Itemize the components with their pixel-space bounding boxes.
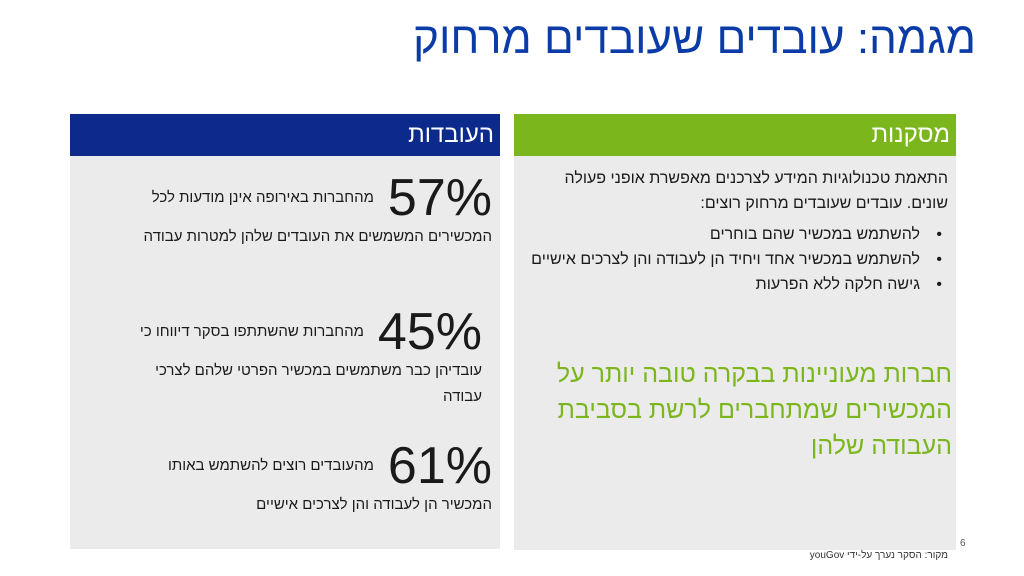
stat-block: 57% מהחברות באירופה אינן מודעות לכל המכשי…: [72, 172, 492, 250]
list-item: • גישה חלקה ללא הפרעות: [500, 272, 942, 297]
list-item: • להשתמש במכשיר שהם בוחרים: [500, 222, 942, 247]
stat-text-rest: המכשיר הן לעבודה והן לצרכים אישיים: [256, 496, 492, 513]
stat-percent: 45%: [377, 303, 482, 361]
conclusions-panel: מסקנות התאמת טכנולוגיות המידע לצרכנים מא…: [514, 114, 956, 550]
conclusions-header: מסקנות: [514, 114, 956, 156]
stat-text-line: מהחברות באירופה אינן מודעות לכל: [151, 189, 374, 206]
bullet-icon: •: [936, 251, 942, 268]
source-note: מקור: הסקר נערך על-ידי youGov: [809, 550, 948, 561]
facts-panel-body: [70, 156, 500, 549]
stat-block: 45% מהחברות שהשתתפו בסקר דיווחו כי עובדיה…: [72, 306, 482, 410]
stat-text-rest: המכשירים המשמשים את העובדים שלהן למטרות …: [143, 228, 492, 245]
list-item: • להשתמש במכשיר אחד ויחיד הן לעבודה והן ל…: [500, 247, 942, 272]
stat-text-line: מהעובדים רוצים להשתמש באותו: [167, 457, 374, 474]
slide-title: מגמה: עובדים שעובדים מרחוק: [413, 14, 976, 63]
stat-block: 61% מהעובדים רוצים להשתמש באותו המכשיר הן…: [72, 440, 492, 518]
bullet-icon: •: [936, 226, 942, 243]
highlight-statement: חברות מעוניינות בבקרה טובה יותר על המכשי…: [556, 360, 952, 460]
facts-header: העובדות: [70, 114, 500, 156]
stat-text-line: מהחברות שהשתתפו בסקר דיווחו כי: [139, 323, 364, 340]
conclusions-intro: התאמת טכנולוגיות המידע לצרכנים מאפשרת או…: [564, 170, 948, 212]
bullet-icon: •: [936, 276, 942, 293]
conclusions-panel-body: [514, 156, 956, 550]
stat-percent: 57%: [387, 169, 492, 227]
stat-text-rest: עובדיהן כבר משתמשים במכשיר הפרטי שלהם לצ…: [155, 362, 482, 405]
page-number: 6: [960, 538, 966, 549]
stat-percent: 61%: [387, 437, 492, 495]
facts-panel: העובדות 57% מהחברות באירופה אינן מודעות ל…: [70, 114, 500, 576]
conclusions-list: • להשתמש במכשיר שהם בוחרים • להשתמש במכשיר…: [500, 222, 948, 297]
